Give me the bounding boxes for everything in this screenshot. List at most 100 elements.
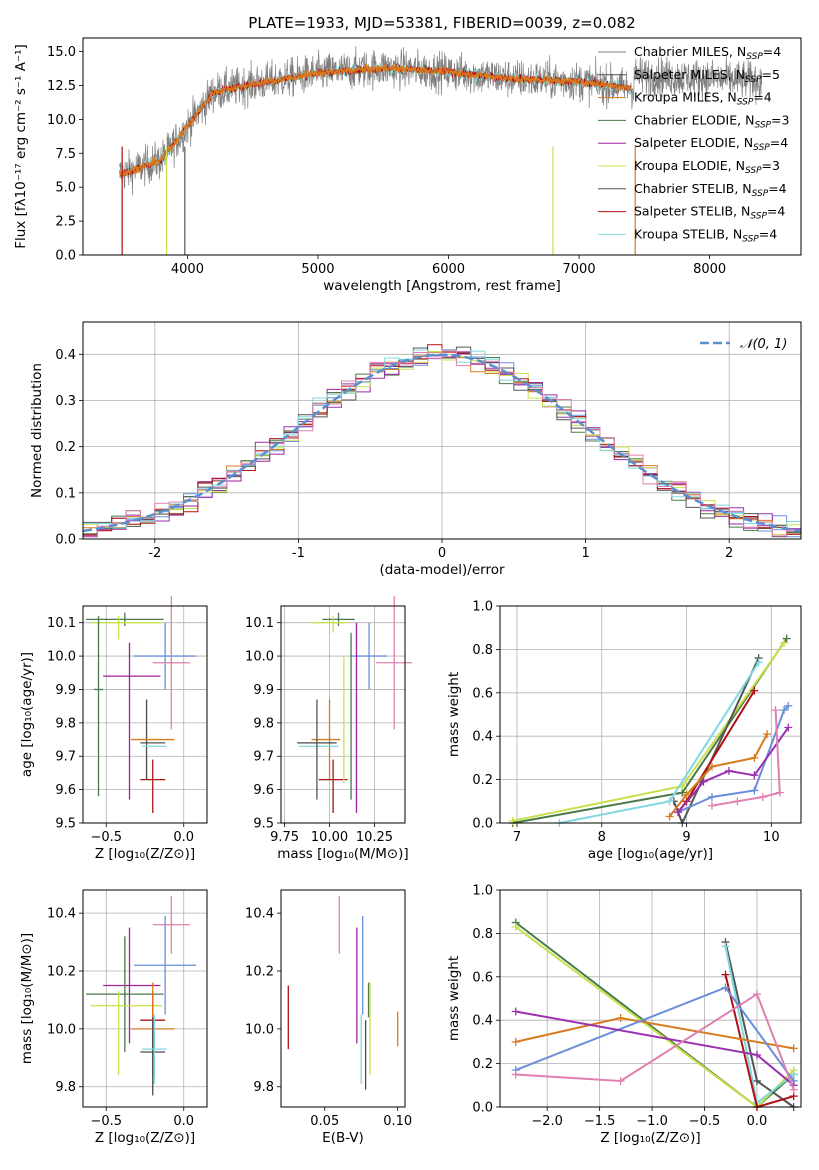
y-tick-label: 10.0: [47, 1022, 76, 1037]
weight_vs_age-axes: 7 8 9 10 0.0 0.2 0.4 0.6 0.8 1.0 age [log₁₀(age/yr…: [446, 600, 801, 862]
y-tick-label: 10.0: [47, 113, 76, 128]
weight-point-marker: [750, 786, 759, 795]
weight-point-marker: [750, 771, 759, 780]
y-tick-label: 9.7: [253, 750, 274, 765]
x-tick-label: −1.0: [636, 1114, 668, 1129]
age_vs_Z-frame: [82, 605, 208, 824]
x-axis-label: E(B-V): [322, 1130, 364, 1146]
age_vs_Z-plot: [86, 595, 197, 813]
y-tick-label: 12.5: [47, 79, 76, 94]
x-tick-label: -2: [148, 546, 161, 561]
y-tick-label: 10.2: [245, 965, 274, 980]
x-axis-label: Z [log₁₀(Z/Z⊙)]: [600, 1130, 700, 1146]
y-tick-label: 9.8: [55, 1080, 76, 1095]
weight-point-marker: [758, 792, 767, 801]
normal-curve: [83, 353, 801, 533]
residuals-legend: 𝒩(0, 1): [700, 337, 787, 352]
errorbar-point: [140, 1017, 166, 1096]
weight-point-marker: [789, 1044, 798, 1053]
weight-point-marker: [784, 701, 793, 710]
x-tick-label: 9.75: [270, 830, 299, 845]
weight_vs_Z-plot: [511, 918, 798, 1111]
weight-point-marker: [775, 788, 784, 797]
y-tick-label: 0.4: [472, 1014, 493, 1029]
x-tick-label: 0: [438, 546, 446, 561]
spectrum-series-line: [119, 63, 632, 179]
weight-point-marker: [784, 723, 793, 732]
weight-point-marker: [733, 797, 742, 806]
weight-series-line: [512, 637, 788, 824]
weight_vs_Z-frame: [499, 889, 802, 1108]
x-tick-label: 0.05: [310, 1114, 339, 1129]
y-tick-label: 10.2: [47, 965, 76, 980]
age_vs_mass-plot: [297, 595, 413, 813]
spectrum-legend: Chabrier MILES, NSSP=4 Salpeter MILES, NS…: [598, 44, 789, 244]
x-tick-label: 10: [763, 830, 780, 845]
y-tick-label: 9.5: [253, 817, 274, 832]
errorbar-point: [141, 1014, 167, 1084]
x-tick-label: 7000: [563, 262, 596, 277]
x-tick-label: 0.0: [747, 1114, 768, 1129]
x-tick-label: 2: [725, 546, 733, 561]
weight-point-marker: [665, 812, 674, 821]
y-tick-label: 10.1: [47, 616, 76, 631]
y-axis-label: Normed distribution: [29, 363, 45, 498]
errorbar-point: [90, 991, 163, 1076]
x-axis-label: wavelength [Angstrom, rest frame]: [323, 278, 561, 294]
weight-point-marker: [721, 970, 730, 979]
errorbar-point: [134, 622, 197, 690]
weight-point-marker: [789, 1085, 798, 1094]
x-tick-label: 1: [581, 546, 589, 561]
y-tick-label: 5.0: [55, 181, 76, 196]
legend-label: Salpeter STELIB, NSSP=4: [634, 204, 785, 222]
legend-label: Salpeter MILES, NSSP=5: [634, 67, 780, 85]
spectrum-frame: [82, 37, 802, 256]
x-tick-label: 7: [513, 830, 521, 845]
weight-point-marker: [782, 634, 791, 643]
weight-point-marker: [752, 1076, 761, 1085]
x-tick-label: −0.5: [90, 830, 122, 845]
y-tick-label: 0.0: [55, 533, 76, 548]
y-tick-label: 0.6: [472, 970, 493, 985]
y-tick-label: 9.8: [55, 716, 76, 731]
y-tick-label: 10.4: [245, 907, 274, 922]
x-tick-label: −1.5: [584, 1114, 616, 1129]
x-axis-label: age [log₁₀(age/yr)]: [588, 846, 713, 862]
y-tick-label: 9.8: [253, 1080, 274, 1095]
y-tick-label: 10.0: [245, 1022, 274, 1037]
y-tick-label: 0.6: [472, 686, 493, 701]
y-axis-label: mass weight: [446, 956, 462, 1041]
x-tick-label: 4000: [171, 262, 204, 277]
weight-series-line: [677, 690, 756, 813]
weight-point-marker: [511, 1070, 520, 1079]
figure-title: PLATE=1933, MJD=53381, FIBERID=0039, z=0…: [248, 14, 635, 32]
y-tick-label: 9.6: [55, 783, 76, 798]
y-tick-label: 10.0: [47, 650, 76, 665]
legend-label: Chabrier STELIB, NSSP=4: [634, 181, 787, 199]
weight-point-marker: [721, 942, 730, 951]
x-tick-label: −2.0: [531, 1114, 563, 1129]
weight-series-line: [559, 661, 760, 824]
y-tick-label: 0.8: [472, 643, 493, 658]
mass_vs_ebv-axes: 0.05 0.10 9.8 10.0 10.2 10.4 E(B-V): [245, 907, 412, 1146]
panels-group: 4000 5000 6000 7000 80000.02.55.07.510.012.5…: [13, 37, 802, 1146]
y-tick-label: 0.2: [472, 1057, 493, 1072]
errorbar-point: [311, 699, 341, 780]
y-axis-label: age [log₁₀(age/yr)]: [19, 652, 35, 777]
x-axis-label: Z [log₁₀(Z/Z⊙)]: [95, 1130, 195, 1146]
x-tick-label: 0.10: [383, 1114, 412, 1129]
weight-point-marker: [511, 922, 520, 931]
x-tick-label: 8000: [693, 262, 726, 277]
age_vs_Z-axes: −0.5 0.0 9.5 9.6 9.7 9.8 9.9 10.0 10.1 Z [log₁₀(Z…: [19, 606, 207, 862]
y-axis-label: mass weight: [446, 672, 462, 757]
y-tick-label: 1.0: [472, 600, 493, 615]
x-tick-label: 10.25: [356, 830, 393, 845]
weight-point-marker: [682, 790, 691, 799]
y-tick-label: 0.1: [55, 486, 76, 501]
weight-series-line: [515, 992, 795, 1090]
mass_vs_Z-frame: [82, 889, 208, 1108]
errorbar-point: [86, 612, 164, 627]
y-tick-label: 0.0: [472, 817, 493, 832]
y-tick-label: 9.7: [55, 750, 76, 765]
